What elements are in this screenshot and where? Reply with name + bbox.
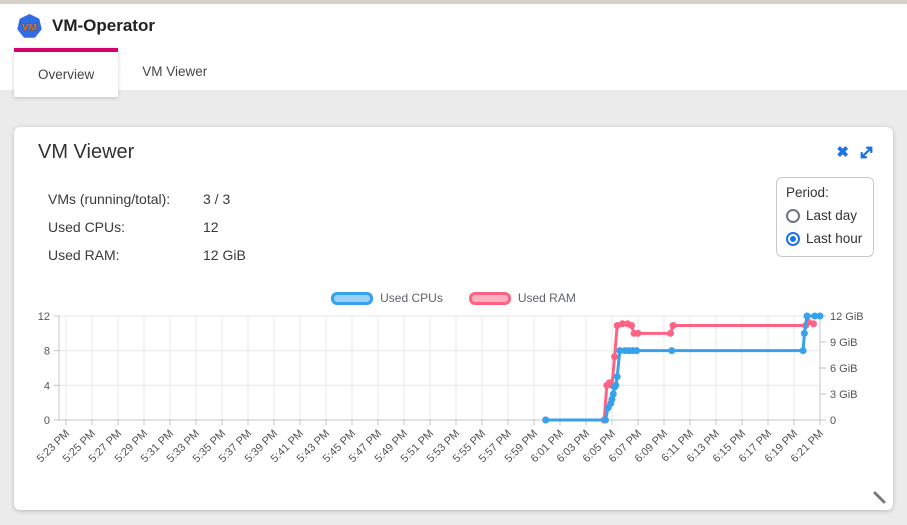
stat-row-ram: Used RAM: 12 GiB <box>48 241 246 269</box>
used-ram-swatch-icon <box>468 291 511 305</box>
svg-text:0: 0 <box>44 415 50 427</box>
tab-vm-viewer-label: VM Viewer <box>142 63 208 79</box>
app-title: VM-Operator <box>52 16 155 35</box>
panel-controls: ✖ <box>836 144 875 161</box>
legend-entry-used-ram[interactable]: Used RAM <box>468 291 576 305</box>
svg-text:12 GiB: 12 GiB <box>830 311 864 323</box>
svg-text:3 GiB: 3 GiB <box>830 389 858 401</box>
stat-label: Used RAM: <box>48 247 120 263</box>
legend-label: Used CPUs <box>380 291 443 305</box>
panel-title: VM Viewer <box>38 141 135 163</box>
stat-label: VMs (running/total): <box>48 191 171 207</box>
usage-chart: 5:23 PM5:25 PM5:27 PM5:29 PM5:31 PM5:33 … <box>35 311 864 465</box>
legend-label: Used RAM <box>517 291 576 305</box>
stat-label: Used CPUs: <box>48 219 126 235</box>
expand-icon[interactable] <box>858 144 875 161</box>
svg-text:6 GiB: 6 GiB <box>830 363 858 375</box>
app-logo-icon: VM <box>16 13 43 40</box>
app-header: VM VM-Operator <box>0 4 907 48</box>
period-option-label: Last day <box>806 208 858 223</box>
svg-text:0: 0 <box>830 415 836 427</box>
svg-text:12: 12 <box>38 311 50 323</box>
resize-handle-icon[interactable] <box>872 490 887 505</box>
tab-bar: Overview VM Viewer <box>0 48 907 97</box>
svg-text:4: 4 <box>44 380 50 392</box>
tab-overview-label: Overview <box>38 67 95 82</box>
period-option-label: Last hour <box>806 231 863 246</box>
heptagon-shape <box>17 13 42 38</box>
stat-row-vms: VMs (running/total): 3 / 3 <box>48 185 246 213</box>
legend-entry-used-cpus[interactable]: Used CPUs <box>331 291 443 305</box>
close-icon[interactable]: ✖ <box>836 144 849 161</box>
period-option-last-day[interactable]: Last day <box>786 208 864 223</box>
window-top-strip <box>0 0 907 4</box>
vm-stats: VMs (running/total): 3 / 3 Used CPUs: 12… <box>48 185 246 269</box>
tab-vm-viewer[interactable]: VM Viewer <box>118 48 231 90</box>
stat-value: 12 GiB <box>203 247 246 263</box>
period-selector: Period: Last day Last hour <box>776 177 874 257</box>
stat-value: 12 <box>203 219 219 235</box>
logo-text: VM <box>22 22 37 33</box>
vm-viewer-panel: VM Viewer ✖ VMs (running/total): 3 / 3 U… <box>14 127 893 510</box>
svg-text:9 GiB: 9 GiB <box>830 337 858 349</box>
stat-value: 3 / 3 <box>203 191 231 207</box>
period-option-last-hour[interactable]: Last hour <box>786 231 864 246</box>
radio-last-hour-icon[interactable] <box>786 231 800 246</box>
stat-row-cpus: Used CPUs: 12 <box>48 213 246 241</box>
chart-legend: Used CPUs Used RAM <box>14 291 893 305</box>
radio-last-day-icon[interactable] <box>786 208 800 223</box>
svg-text:8: 8 <box>44 346 50 358</box>
page-body: VM Viewer ✖ VMs (running/total): 3 / 3 U… <box>0 90 907 525</box>
tab-overview[interactable]: Overview <box>14 48 119 97</box>
used-cpus-swatch-icon <box>331 291 374 305</box>
period-label: Period: <box>786 185 829 200</box>
